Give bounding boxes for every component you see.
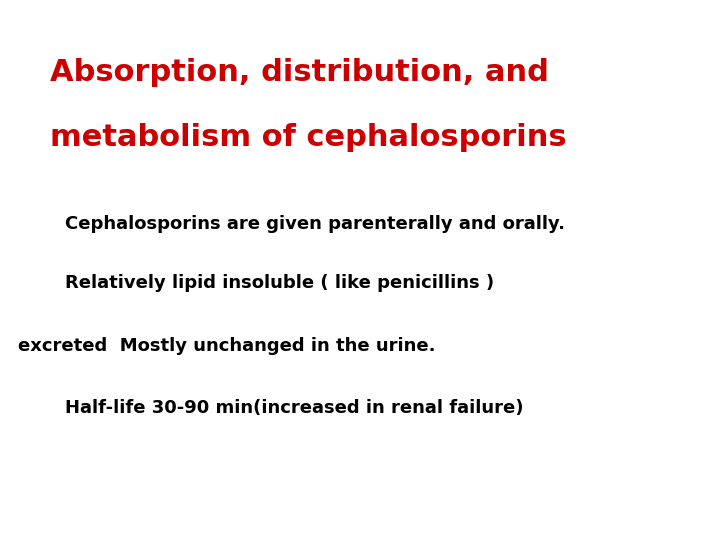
Text: Absorption, distribution, and: Absorption, distribution, and [50, 58, 549, 87]
Text: excreted  Mostly unchanged in the urine.: excreted Mostly unchanged in the urine. [18, 336, 436, 355]
Text: Cephalosporins are given parenterally and orally.: Cephalosporins are given parenterally an… [65, 215, 564, 233]
Text: Half-life 30-90 min(increased in renal failure): Half-life 30-90 min(increased in renal f… [65, 399, 523, 417]
Text: Relatively lipid insoluble ( like penicillins ): Relatively lipid insoluble ( like penici… [65, 274, 494, 293]
Text: metabolism of cephalosporins: metabolism of cephalosporins [50, 123, 567, 152]
